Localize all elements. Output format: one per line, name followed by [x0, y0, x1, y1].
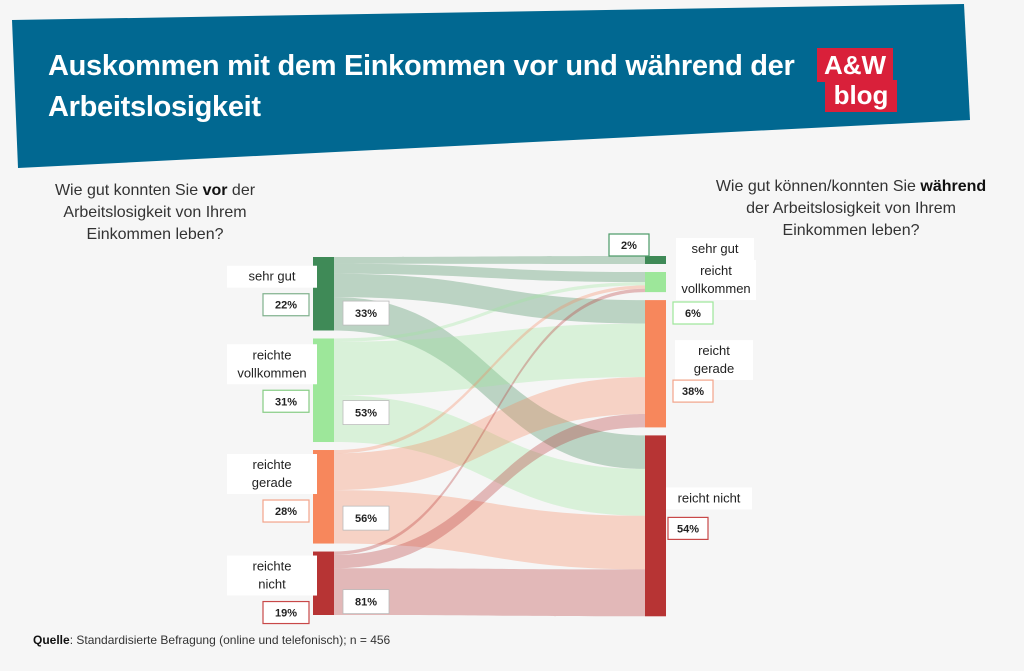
- left-label-box-sehr-gut: [227, 265, 317, 288]
- flow-reichte-vollkommen-to-reicht-nicht: [334, 395, 645, 516]
- flow-reichte-vollkommen-to-reicht-gerade: [334, 323, 645, 396]
- chart-title-line-2: Arbeitslosigkeit: [48, 91, 261, 123]
- right-share-reicht-vollkommen: 6%: [685, 308, 701, 320]
- left-node-bar-reichte-gerade: [313, 450, 334, 544]
- flow-reichte-gerade-to-reicht-vollkommen: [334, 285, 645, 454]
- banner-shape: [12, 4, 970, 168]
- left-share-sehr-gut: 22%: [275, 300, 297, 312]
- flow-reichte-nicht-to-reicht-gerade: [334, 414, 645, 569]
- left-share-reichte-nicht: 19%: [275, 608, 297, 620]
- left-node-label-reichte-gerade: reichte gerade: [252, 457, 292, 490]
- right-node-label-reicht-vollkommen: reicht vollkommen: [681, 263, 750, 296]
- left-share-box-reichte-gerade: [262, 499, 310, 523]
- right-share-box-sehr-gut: [608, 233, 650, 257]
- flow-reichte-gerade-to-reicht-nicht: [334, 490, 645, 570]
- chart-title-line-1: Auskommen mit dem Einkommen vor und währ…: [48, 50, 795, 82]
- right-label-box-reicht-vollkommen: [676, 260, 756, 300]
- right-share-reicht-gerade: 38%: [682, 386, 704, 398]
- right-label-box-sehr-gut: [676, 238, 754, 260]
- left-flow-box-reichte-gerade: [342, 505, 390, 531]
- header-banner: [12, 4, 970, 168]
- flow-reichte-nicht-to-reicht-vollkommen: [334, 288, 645, 555]
- right-label-box-reicht-nicht: [666, 487, 752, 510]
- left-node-bar-reichte-nicht: [313, 551, 334, 615]
- left-flow-box-reichte-nicht: [342, 589, 390, 615]
- left-label-box-reichte-gerade: [227, 454, 317, 495]
- left-share-reichte-vollkommen: 31%: [275, 396, 297, 408]
- right-share-box-reicht-gerade: [672, 379, 714, 403]
- right-node-bar-reicht-gerade: [645, 300, 666, 428]
- right-label-box-reicht-gerade: [675, 340, 753, 381]
- left-flow-label-sehr-gut: 33%: [355, 308, 377, 320]
- left-flow-label-reichte-nicht: 81%: [355, 597, 377, 609]
- left-question: Wie gut konnten Sie vor der Arbeitslosig…: [54, 182, 256, 243]
- left-share-box-sehr-gut: [262, 293, 310, 317]
- left-node-label-reichte-nicht: reichte nicht: [252, 559, 291, 592]
- right-node-label-sehr-gut: sehr gut: [692, 241, 739, 256]
- left-flow-box-sehr-gut: [342, 300, 390, 326]
- right-share-reicht-nicht: 54%: [677, 523, 699, 535]
- left-node-bar-reichte-vollkommen: [313, 338, 334, 443]
- right-share-box-reicht-vollkommen: [672, 301, 714, 325]
- right-node-bar-reicht-vollkommen: [645, 272, 666, 293]
- left-flow-label-reichte-vollkommen: 53%: [355, 408, 377, 420]
- left-node-label-reichte-vollkommen: reichte vollkommen: [237, 347, 306, 380]
- flow-sehr-gut-to-reicht-vollkommen: [334, 263, 645, 283]
- flow-sehr-gut-to-reicht-nicht: [334, 297, 645, 469]
- left-node-bar-sehr-gut: [313, 257, 334, 331]
- flows-group: [334, 256, 645, 617]
- flow-reichte-gerade-to-reicht-gerade: [334, 377, 645, 491]
- right-node-label-reicht-nicht: reicht nicht: [678, 490, 741, 505]
- right-question: Wie gut können/konnten Sie während der A…: [715, 178, 987, 239]
- left-label-box-reichte-nicht: [227, 555, 317, 596]
- right-node-bar-reicht-nicht: [645, 435, 666, 617]
- flow-sehr-gut-to-sehr-gut: [334, 256, 645, 264]
- logo-aw: A&W: [817, 48, 893, 82]
- left-label-box-reichte-vollkommen: [227, 344, 317, 385]
- right-share-sehr-gut: 2%: [621, 240, 637, 252]
- logo-blog: blog: [825, 80, 897, 112]
- right-share-box-reicht-nicht: [667, 516, 709, 541]
- left-flow-label-reichte-gerade: 56%: [355, 513, 377, 525]
- right-node-bar-sehr-gut: [645, 256, 666, 264]
- left-flow-box-reichte-vollkommen: [342, 400, 390, 426]
- source-note: Quelle: Standardisierte Befragung (onlin…: [33, 633, 391, 647]
- left-share-reichte-gerade: 28%: [275, 506, 297, 518]
- left-share-box-reichte-nicht: [262, 600, 310, 625]
- left-share-box-reichte-vollkommen: [262, 389, 310, 413]
- flow-reichte-nicht-to-reicht-nicht: [334, 568, 645, 617]
- right-node-label-reicht-gerade: reicht gerade: [694, 343, 734, 376]
- flow-reichte-vollkommen-to-reicht-vollkommen: [334, 282, 645, 342]
- left-node-label-sehr-gut: sehr gut: [249, 269, 296, 284]
- flow-sehr-gut-to-reicht-gerade: [334, 273, 645, 324]
